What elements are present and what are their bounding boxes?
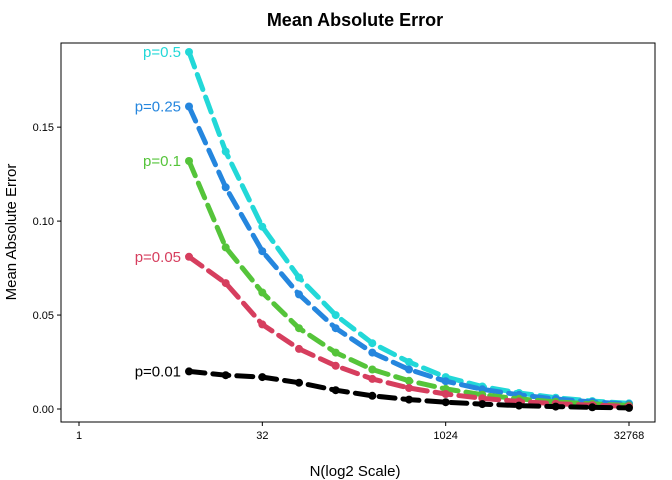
data-point bbox=[625, 403, 633, 412]
series-label: p=0.1 bbox=[143, 153, 181, 170]
data-point bbox=[551, 402, 560, 411]
y-axis-ticks: 0.00 0.05 0.10 0.15 bbox=[33, 122, 61, 416]
data-point bbox=[331, 386, 340, 395]
series-labels: p=0.5 p=0.25 p=0.1 p=0.05 p=0.01 bbox=[135, 44, 181, 380]
data-point bbox=[295, 324, 303, 333]
data-point bbox=[441, 398, 450, 407]
data-point bbox=[515, 401, 523, 410]
series-label: p=0.5 bbox=[143, 44, 181, 61]
data-point bbox=[295, 290, 303, 299]
data-point bbox=[221, 147, 230, 156]
data-point bbox=[588, 403, 597, 412]
x-tick-label: 1024 bbox=[433, 430, 457, 442]
series-line bbox=[186, 49, 632, 406]
data-point bbox=[405, 384, 413, 392]
y-tick-label: 0.00 bbox=[33, 404, 54, 416]
data-point bbox=[185, 157, 193, 165]
data-point bbox=[331, 361, 340, 370]
data-point bbox=[221, 371, 230, 380]
data-point bbox=[295, 378, 303, 387]
x-axis-ticks: 1 32 1024 32768 bbox=[76, 422, 644, 442]
data-point bbox=[331, 311, 340, 320]
data-point bbox=[405, 358, 413, 366]
data-point bbox=[405, 376, 413, 385]
series-layer bbox=[185, 48, 633, 412]
data-point bbox=[478, 394, 487, 403]
y-tick-label: 0.15 bbox=[33, 122, 54, 134]
data-point bbox=[441, 377, 450, 386]
y-axis-title: Mean Absolute Error bbox=[3, 164, 20, 301]
data-point bbox=[331, 348, 340, 357]
data-point bbox=[185, 252, 193, 261]
data-point bbox=[258, 373, 267, 382]
data-point bbox=[368, 348, 377, 357]
data-point bbox=[368, 391, 377, 400]
data-point bbox=[258, 320, 267, 329]
plot-frame bbox=[60, 42, 656, 423]
x-tick-label: 32 bbox=[256, 430, 268, 442]
data-point bbox=[368, 365, 377, 374]
data-point bbox=[295, 344, 303, 353]
data-point bbox=[185, 48, 193, 56]
chart-title: Mean Absolute Error bbox=[267, 10, 443, 30]
data-point bbox=[185, 367, 193, 376]
data-point bbox=[441, 390, 450, 398]
data-point bbox=[368, 339, 377, 348]
data-point bbox=[405, 365, 413, 374]
y-tick-label: 0.05 bbox=[33, 310, 54, 322]
y-tick-label: 0.10 bbox=[33, 216, 54, 228]
data-point bbox=[221, 243, 230, 252]
data-point bbox=[478, 400, 487, 409]
series-label: p=0.01 bbox=[135, 363, 181, 380]
x-tick-label: 1 bbox=[76, 430, 82, 442]
data-point bbox=[258, 247, 267, 256]
data-point bbox=[405, 395, 413, 404]
data-point bbox=[221, 279, 230, 288]
data-point bbox=[258, 288, 267, 297]
series-label: p=0.05 bbox=[135, 249, 181, 266]
series-label: p=0.25 bbox=[135, 99, 181, 116]
data-point bbox=[368, 374, 377, 383]
series-p-0-5 bbox=[185, 48, 633, 408]
data-point bbox=[295, 273, 303, 282]
data-point bbox=[221, 183, 230, 192]
data-point bbox=[185, 102, 193, 111]
data-point bbox=[331, 324, 340, 333]
x-axis-title: N(log2 Scale) bbox=[310, 463, 401, 480]
series-p-0-01 bbox=[185, 367, 633, 412]
x-tick-label: 32768 bbox=[614, 430, 645, 442]
data-point bbox=[258, 222, 267, 231]
